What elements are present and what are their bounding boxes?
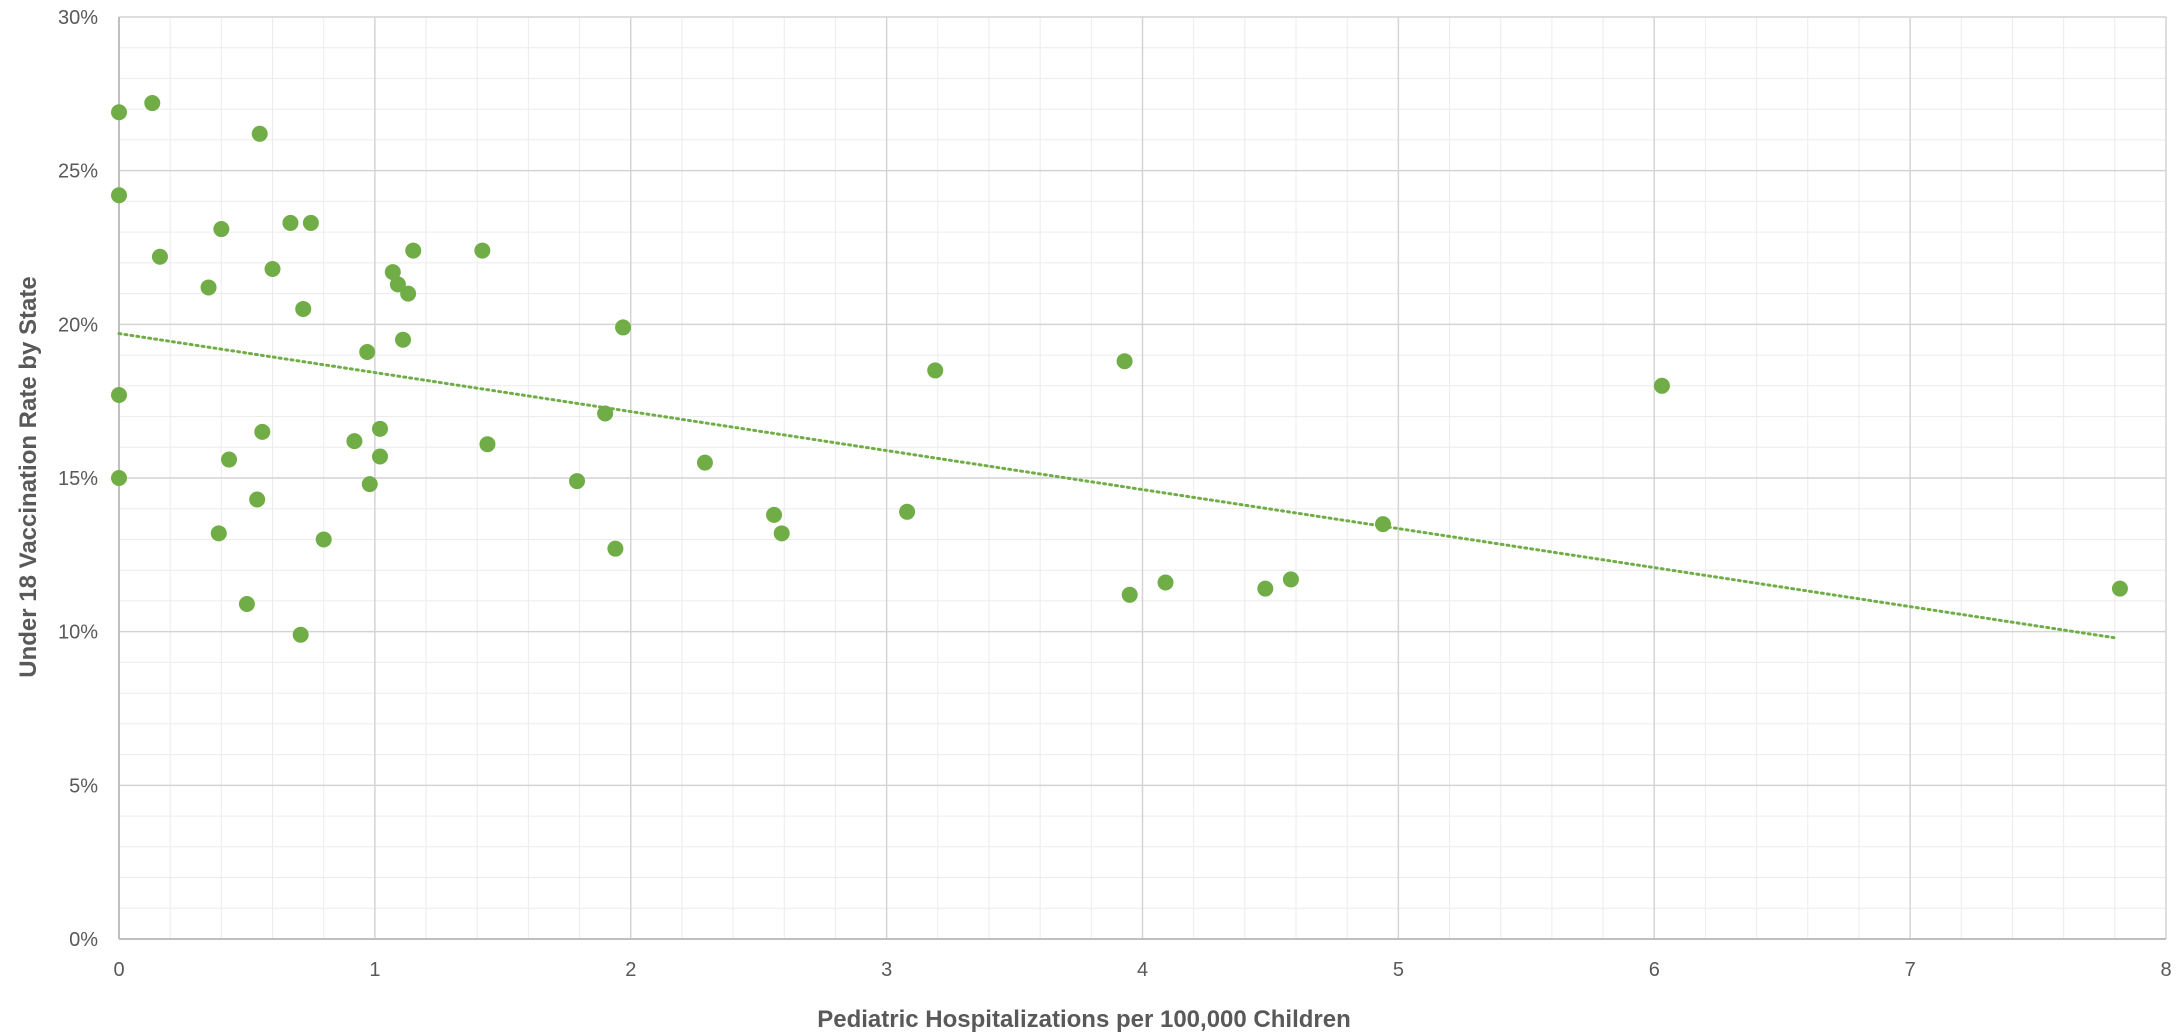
data-point — [696, 454, 713, 471]
tick-labels: 0 1 2 3 4 5 6 7 8 0% 5% 10% 15% 20% 25% 30% — [58, 7, 2172, 981]
data-point — [1157, 574, 1174, 591]
data-point — [210, 525, 227, 542]
data-point — [221, 451, 238, 468]
data-point — [292, 626, 309, 643]
data-points — [111, 95, 2128, 643]
x-tick-label: 6 — [1649, 959, 1660, 981]
data-point — [400, 285, 417, 302]
data-point — [2111, 580, 2128, 597]
data-point — [371, 448, 388, 465]
y-tick-label: 20% — [58, 314, 98, 336]
data-point — [302, 214, 319, 231]
data-point — [295, 300, 312, 317]
data-point — [200, 279, 217, 296]
x-tick-label: 0 — [113, 959, 124, 981]
data-point — [773, 525, 790, 542]
x-tick-label: 1 — [369, 959, 380, 981]
y-axis-title: Under 18 Vaccination Rate by State — [15, 276, 42, 677]
x-axis-title: Pediatric Hospitalizations per 100,000 C… — [817, 1006, 1351, 1033]
data-point — [111, 187, 127, 204]
y-tick-label: 5% — [69, 775, 98, 797]
data-point — [479, 436, 496, 453]
data-point — [315, 531, 332, 548]
x-tick-label: 8 — [2160, 959, 2171, 981]
data-point — [361, 476, 378, 493]
data-point — [346, 433, 363, 450]
data-point — [111, 470, 127, 486]
data-point — [359, 343, 376, 360]
data-point — [371, 420, 388, 437]
data-point — [927, 362, 944, 379]
data-point — [384, 264, 401, 281]
y-tick-label: 15% — [58, 468, 98, 490]
data-point — [1121, 586, 1138, 603]
data-point — [251, 125, 268, 142]
x-tick-label: 2 — [625, 959, 636, 981]
y-tick-label: 0% — [69, 929, 98, 951]
data-point — [899, 503, 916, 520]
data-point — [254, 423, 271, 440]
data-point — [1116, 353, 1133, 370]
data-point — [1282, 571, 1299, 588]
data-point — [151, 248, 168, 265]
data-point — [569, 473, 586, 490]
x-tick-label: 4 — [1137, 959, 1148, 981]
data-point — [282, 214, 299, 231]
y-tick-label: 25% — [58, 161, 98, 183]
data-point — [144, 95, 161, 112]
x-tick-label: 3 — [881, 959, 892, 981]
y-tick-label: 30% — [58, 7, 98, 29]
trendline — [117, 332, 2117, 640]
data-point — [213, 221, 230, 238]
data-point — [238, 596, 255, 613]
data-point — [111, 387, 127, 404]
y-tick-label: 10% — [58, 622, 98, 644]
x-tick-label: 7 — [1905, 959, 1916, 981]
data-point — [405, 242, 422, 259]
data-point — [1257, 580, 1274, 597]
data-point — [615, 319, 632, 336]
data-point — [389, 276, 406, 293]
data-point — [1653, 377, 1670, 394]
x-tick-label: 5 — [1393, 959, 1404, 981]
data-point — [597, 405, 614, 422]
data-point — [607, 540, 624, 557]
data-point — [474, 242, 491, 259]
trendline-group — [117, 332, 2117, 640]
data-point — [766, 506, 783, 523]
data-point — [1375, 516, 1392, 533]
data-point — [395, 331, 412, 348]
data-point — [249, 491, 266, 508]
data-point — [111, 104, 127, 121]
data-point — [264, 261, 281, 278]
